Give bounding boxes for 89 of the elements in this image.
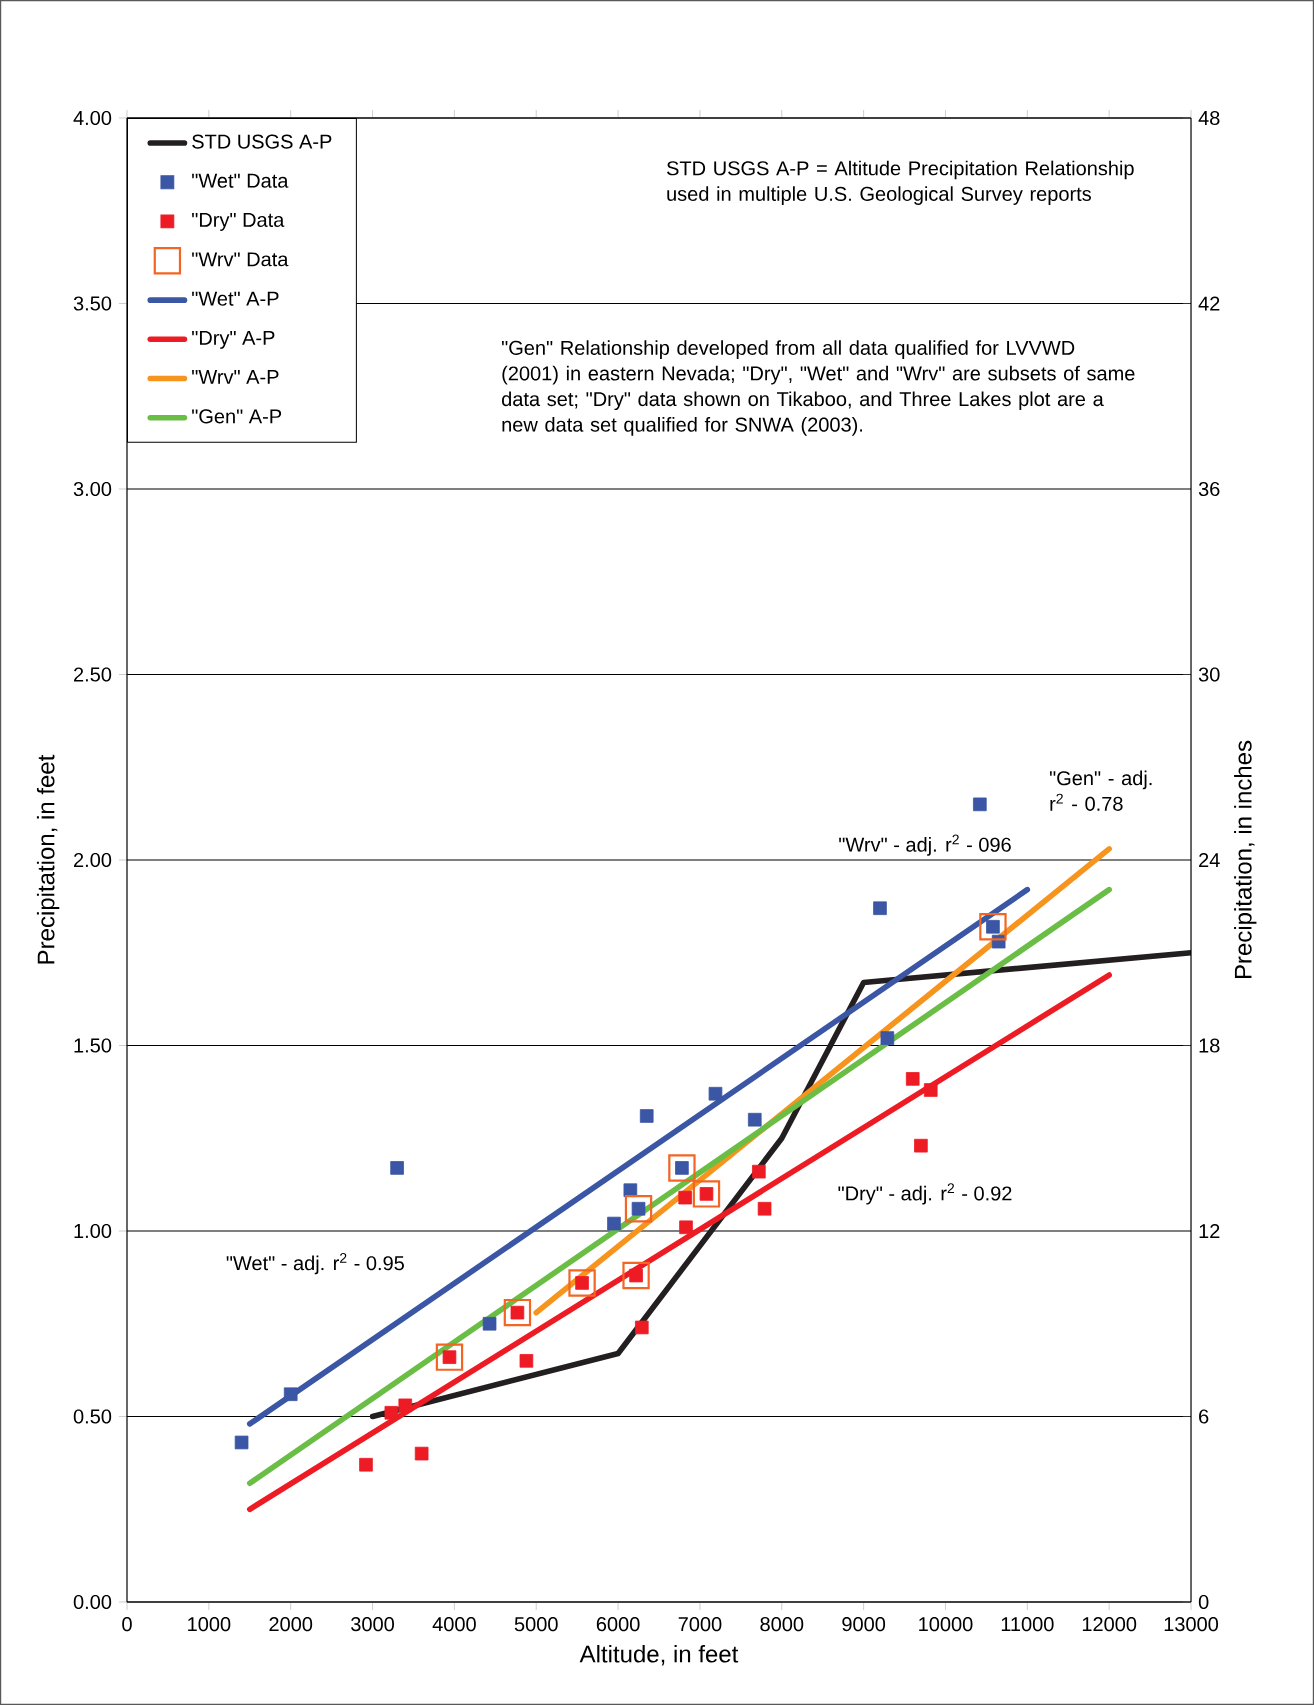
annotation: "Wet" - adj. r$^{2}$ - 0.95 [226, 1253, 404, 1275]
point [973, 797, 987, 812]
x-tick-label: 5000 [514, 1617, 558, 1632]
x-tick-label: 1000 [188, 1617, 231, 1632]
y-tick-label: 0.00 [73, 1594, 112, 1610]
point [905, 1072, 920, 1086]
x-tick-label: 3000 [351, 1617, 394, 1632]
y2-tick-label: 42 [1198, 296, 1220, 311]
y2-tick-label: 0 [1198, 1594, 1209, 1610]
y2-tick-label: 30 [1198, 667, 1220, 682]
y-tick-label: 2.50 [74, 667, 112, 682]
point [757, 1201, 772, 1216]
point [435, 1343, 464, 1371]
point [390, 1161, 404, 1175]
legend-label: STD USGS A-P [192, 134, 332, 149]
y2-tick-label: 18 [1199, 1038, 1220, 1053]
y2-tick-label: 24 [1199, 853, 1220, 867]
point [747, 1112, 762, 1127]
point [624, 1195, 653, 1223]
x-axis-title: Altitude, in feet [579, 1644, 739, 1666]
y-tick-label: 3.50 [73, 296, 112, 311]
y2-tick-label: 12 [1199, 1224, 1220, 1238]
point [699, 1187, 714, 1201]
x-tick-label: 4000 [432, 1617, 476, 1632]
point [510, 1305, 525, 1320]
point [629, 1268, 643, 1283]
point [914, 1138, 928, 1153]
point [622, 1261, 650, 1290]
legend-label: "Dry" Data [192, 213, 285, 231]
legend-label: "Dry" A-P [192, 330, 275, 349]
y2-tick-label: 6 [1199, 1409, 1209, 1424]
annotation: STD USGS A-P = Altitude Precipitation Relationship used in multiple U.S. Geological Survey reports [666, 160, 1134, 205]
y2-tick-label: 48 [1198, 110, 1220, 126]
x-tick-label: 12000 [1082, 1617, 1137, 1632]
x-tick-label: 8000 [760, 1617, 804, 1632]
y-tick-label: 0.50 [73, 1409, 112, 1424]
point [880, 1031, 895, 1045]
point [979, 913, 1007, 941]
annotation: "Dry" - adj. r$^{2}$ - 0.92 [838, 1183, 1012, 1205]
point [359, 1457, 373, 1472]
annotation: "Wrv" - adj. r$^{2}$ - 096 [839, 834, 1011, 856]
x-tick-label: 9000 [842, 1617, 886, 1632]
point [635, 1320, 649, 1335]
x-tick-label: 11000 [1001, 1617, 1054, 1632]
point [519, 1354, 534, 1368]
legend-label: "Wrv" Data [192, 252, 289, 267]
point [442, 1350, 457, 1364]
point [398, 1398, 413, 1413]
point [986, 919, 1000, 934]
point [668, 1154, 696, 1182]
y-tick-label: 1.50 [74, 1038, 112, 1053]
point [384, 1405, 399, 1420]
y2-tick-label: 36 [1198, 481, 1220, 497]
x-tick-label: 13000 [1164, 1617, 1219, 1632]
point [708, 1086, 723, 1101]
y-tick-label: 3.00 [73, 481, 112, 497]
y-tick-label: 4.00 [73, 110, 112, 126]
point [607, 1216, 621, 1231]
point [639, 1109, 654, 1123]
point [631, 1201, 646, 1216]
point [283, 1387, 298, 1402]
point [679, 1220, 693, 1235]
x-tick-label: 2000 [269, 1617, 313, 1632]
x-tick-label: 10000 [919, 1617, 973, 1632]
legend-label: "Wet" A-P [192, 291, 279, 306]
point [568, 1269, 596, 1297]
y2-axis-title: Precipitation, in inches [1234, 740, 1257, 979]
y-tick-label: 1.00 [74, 1223, 112, 1239]
point [678, 1190, 692, 1205]
point [575, 1276, 589, 1290]
point [692, 1180, 721, 1208]
point [503, 1298, 532, 1327]
y-tick-label: 2.00 [74, 852, 112, 868]
point [752, 1164, 766, 1179]
y-axis-title: Precipitation, in feet [36, 754, 60, 964]
x-tick-label: 0 [122, 1617, 132, 1632]
point [414, 1446, 429, 1461]
point [923, 1083, 938, 1097]
point [482, 1316, 497, 1331]
legend-label: "Gen" A-P [192, 409, 282, 424]
legend-label: "Wrv" A-P [192, 370, 279, 384]
point [675, 1161, 689, 1175]
x-tick-label: 7000 [678, 1617, 722, 1632]
annotation: "Gen" - adj. r$^{2}$ - 0.78 [1049, 770, 1152, 811]
point [873, 901, 887, 916]
annotation: "Gen" Relationship developed from all data qualified for LVVWD (2001) in eastern Nevada; "Dry", "Wet" and "Wrv" are subsets of same data set; "Dry" data shown on Tikaboo, and Three Lakes plot are a new data set qualified for SNWA (2003). [502, 340, 1135, 436]
point [234, 1435, 249, 1450]
legend-label: "Wet" Data [192, 173, 289, 188]
x-tick-label: 6000 [596, 1617, 640, 1632]
